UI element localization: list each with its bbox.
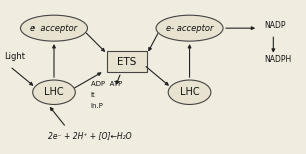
Text: e- acceptor: e- acceptor xyxy=(166,24,213,33)
Text: •: • xyxy=(32,25,35,30)
Text: ADP  ATP: ADP ATP xyxy=(91,81,122,87)
Text: e  acceptor: e acceptor xyxy=(30,24,77,33)
Ellipse shape xyxy=(156,15,223,41)
Text: LHC: LHC xyxy=(44,87,64,97)
FancyBboxPatch shape xyxy=(107,51,147,72)
Ellipse shape xyxy=(21,15,88,41)
Text: Light: Light xyxy=(4,52,25,61)
Ellipse shape xyxy=(168,80,211,104)
Ellipse shape xyxy=(33,80,75,104)
Text: In.P: In.P xyxy=(91,103,103,109)
Text: 2e⁻ + 2H⁺ + [O]←H₂O: 2e⁻ + 2H⁺ + [O]←H₂O xyxy=(48,131,132,140)
Text: LHC: LHC xyxy=(180,87,200,97)
Text: It: It xyxy=(91,92,95,98)
Text: ETS: ETS xyxy=(118,57,137,67)
Text: NADP: NADP xyxy=(264,21,286,30)
Text: NADPH: NADPH xyxy=(264,55,291,64)
